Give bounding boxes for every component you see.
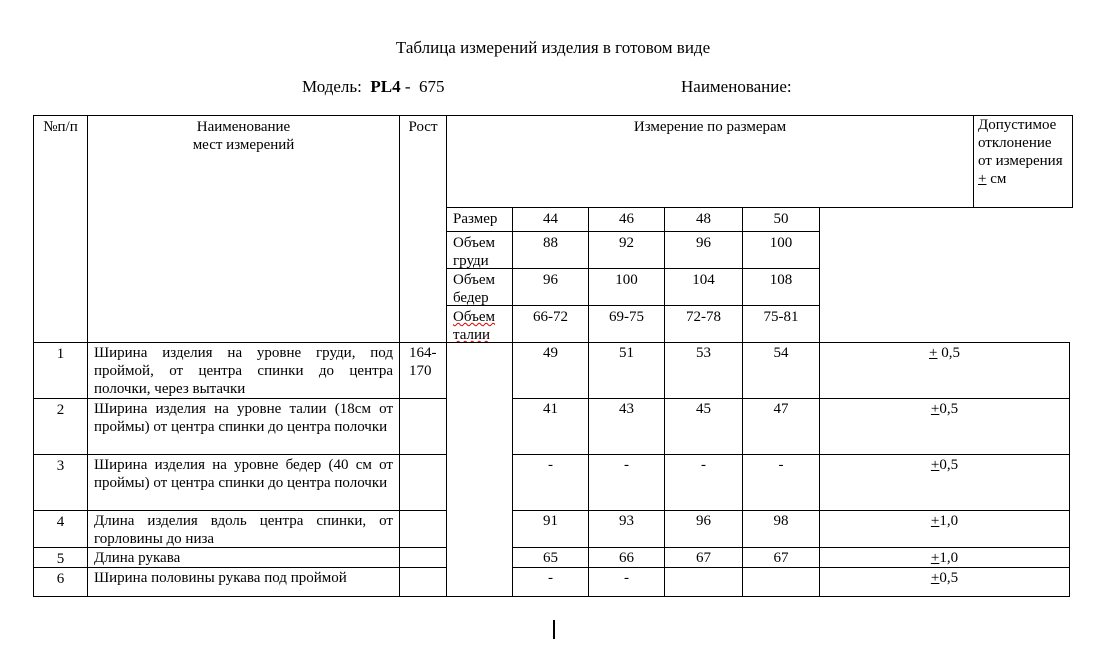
- row-tolerance: +0,5: [819, 398, 1070, 455]
- size-value: 66-72: [512, 305, 589, 343]
- row-name: Ширина половины рукава под проймой: [87, 567, 400, 597]
- plus-minus-sign: +: [929, 345, 938, 361]
- header-rost: Рост: [399, 115, 447, 343]
- row-number: 3: [33, 454, 88, 511]
- row-value: 96: [664, 510, 743, 548]
- text-cursor: [553, 620, 555, 639]
- header-name: Наименование мест измерений: [87, 115, 400, 343]
- row-number: 6: [33, 567, 88, 597]
- row-value: 53: [664, 342, 743, 399]
- row-number: 4: [33, 510, 88, 548]
- size-row-label: Размер: [446, 207, 513, 232]
- tolerance-value: 1,0: [939, 513, 959, 529]
- size-value: 72-78: [664, 305, 743, 343]
- size-value: 108: [742, 268, 820, 306]
- plus-minus-sign: +: [978, 171, 987, 187]
- row-value: 45: [664, 398, 743, 455]
- tolerance-value: 0,5: [937, 345, 960, 361]
- row-value: 67: [664, 547, 743, 568]
- row-name: Длина изделия вдоль центра спинки, от го…: [87, 510, 400, 548]
- row-number: 5: [33, 547, 88, 568]
- row-value: 91: [512, 510, 589, 548]
- row-value: -: [512, 567, 589, 597]
- header-measure: Измерение по размерам: [446, 115, 974, 208]
- size-value: 100: [588, 268, 665, 306]
- row-value: -: [742, 454, 820, 511]
- plus-minus-sign: +: [930, 513, 940, 529]
- row-rost: [399, 510, 447, 548]
- size-row-label: Объем талии: [446, 305, 513, 343]
- tolerance-unit: см: [990, 171, 1007, 187]
- row-rost: 164-170: [399, 342, 447, 399]
- row-tolerance: +0,5: [819, 454, 1070, 511]
- row-rost: [399, 454, 447, 511]
- row-value: 41: [512, 398, 589, 455]
- tolerance-value: 0,5: [939, 570, 959, 586]
- row-value: -: [664, 454, 743, 511]
- size-row-label: Объем груди: [446, 231, 513, 269]
- row-value: 47: [742, 398, 820, 455]
- name-label: Наименование:: [681, 77, 792, 96]
- tolerance-text: Допустимое отклонение от измерения: [978, 117, 1063, 169]
- document-title: Таблица измерений изделия в готовом виде: [395, 38, 711, 57]
- row-value: -: [512, 454, 589, 511]
- size-value: 100: [742, 231, 820, 269]
- row-rost: [399, 567, 447, 597]
- plus-minus-sign: +: [930, 550, 940, 566]
- row-value: 51: [588, 342, 665, 399]
- plus-minus-sign: +: [930, 401, 940, 417]
- row-value: [742, 567, 820, 597]
- row-value: -: [588, 454, 665, 511]
- row-tolerance: +0,5: [819, 567, 1070, 597]
- tolerance-value: 0,5: [939, 401, 959, 417]
- header-num: №п/п: [33, 115, 88, 343]
- size-value: 44: [512, 207, 589, 232]
- size-value: 96: [512, 268, 589, 306]
- row-value: 49: [512, 342, 589, 399]
- size-value: 50: [742, 207, 820, 232]
- row-value: 66: [588, 547, 665, 568]
- model-code: PL4: [370, 77, 401, 96]
- size-value: 96: [664, 231, 743, 269]
- size-value: 104: [664, 268, 743, 306]
- model-number: 675: [419, 77, 445, 96]
- tolerance-value: 0,5: [939, 457, 959, 473]
- row-value: 67: [742, 547, 820, 568]
- plus-minus-sign: +: [930, 457, 940, 473]
- header-tolerance: Допустимое отклонение от измерения + см: [973, 115, 1073, 208]
- row-value: [664, 567, 743, 597]
- plus-minus-sign: +: [930, 570, 940, 586]
- row-value: 54: [742, 342, 820, 399]
- row-rost: [399, 547, 447, 568]
- model-line: Модель: PL4 - 675: [302, 77, 445, 97]
- row-value: 93: [588, 510, 665, 548]
- size-row-label: Объем бедер: [446, 268, 513, 306]
- row-number: 1: [33, 342, 88, 399]
- model-separator: -: [400, 77, 415, 96]
- size-value: 88: [512, 231, 589, 269]
- size-value: 92: [588, 231, 665, 269]
- row-name: Длина рукава: [87, 547, 400, 568]
- row-number: 2: [33, 398, 88, 455]
- tolerance-value: 1,0: [939, 550, 959, 566]
- row-tolerance: + 0,5: [819, 342, 1070, 399]
- size-value: 48: [664, 207, 743, 232]
- row-tolerance: +1,0: [819, 510, 1070, 548]
- row-value: -: [588, 567, 665, 597]
- size-value: 46: [588, 207, 665, 232]
- row-rost: [399, 398, 447, 455]
- row-value: 43: [588, 398, 665, 455]
- size-value: 69-75: [588, 305, 665, 343]
- row-name: Ширина изделия на уровне талии (18см от …: [87, 398, 400, 455]
- row-value: 98: [742, 510, 820, 548]
- row-name: Ширина изделия на уровне груди, под прой…: [87, 342, 400, 399]
- row-value: 65: [512, 547, 589, 568]
- merged-empty-cell: [446, 342, 513, 597]
- size-value: 75-81: [742, 305, 820, 343]
- row-tolerance: +1,0: [819, 547, 1070, 568]
- model-label: Модель:: [302, 77, 362, 96]
- row-name: Ширина изделия на уровне бедер (40 см от…: [87, 454, 400, 511]
